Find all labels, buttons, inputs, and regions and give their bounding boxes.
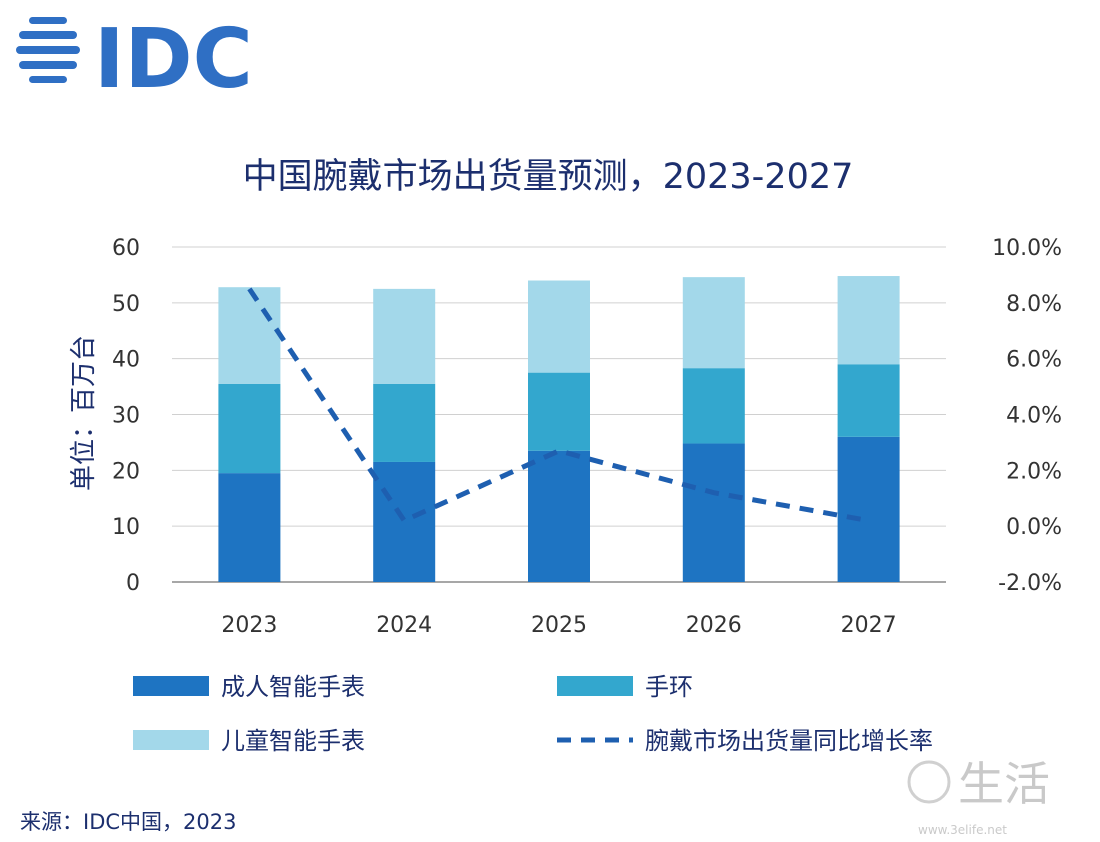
idc-logo: IDC [16,12,253,107]
x-tick-label: 2026 [686,613,742,638]
x-tick-label: 2027 [841,613,897,638]
legend-label-1: 成人智能手表 [221,673,365,701]
legend-label-2: 手环 [645,673,693,701]
y2-tick-label: -2.0% [998,571,1062,596]
idc-logo-globe-icon [16,17,80,83]
bar-segment-3-2025 [528,280,590,373]
y2-tick-label: 4.0% [1006,404,1062,429]
watermark-logo-icon [907,760,951,804]
y2-tick-label: 10.0% [992,236,1062,261]
bar-segment-2-2026 [682,368,745,444]
legend-label-4: 腕戴市场出货量同比增长率 [645,727,933,755]
x-axis-tick-labels: 2023 2024 2025 2026 2027 [221,613,896,638]
bar-segment-1-2027 [837,436,900,582]
bar-segment-1-2023 [218,473,281,582]
y-tick-label: 20 [112,459,140,484]
bar-segment-1-2024 [373,461,436,582]
bar-segment-3-2023 [218,287,281,384]
watermark-text: 生活 [958,757,1050,811]
growth-rate-line-path [247,287,870,524]
watermark-url: www.3elife.net [918,823,1007,837]
bar-segment-2-2027 [837,364,900,437]
bar-segment-3-2024 [373,288,436,384]
y-tick-label: 40 [112,348,140,373]
y-tick-label: 50 [112,292,140,317]
right-axis-tick-labels: -2.0% 0.0% 2.0% 4.0% 6.0% 8.0% 10.0% [992,236,1062,596]
y2-tick-label: 8.0% [1006,292,1062,317]
legend-swatch-3 [133,730,209,750]
source-note: 来源：IDC中国，2023 [20,810,236,834]
x-tick-label: 2024 [376,613,432,638]
y-tick-label: 10 [112,515,140,540]
y-tick-label: 0 [126,571,140,596]
bar-segment-3-2026 [682,277,745,369]
y2-tick-label: 6.0% [1006,348,1062,373]
watermark: 生活 www.3elife.net [907,757,1050,837]
bar-segment-3-2027 [837,276,900,365]
left-axis-tick-labels: 0 10 20 30 40 50 60 [112,236,140,596]
y-axis-label: 单位：百万台 [69,335,99,491]
bar-segment-2-2023 [218,383,281,474]
idc-logo-text: IDC [94,12,253,107]
bar-segment-1-2025 [528,450,590,582]
legend-swatch-1 [133,676,209,696]
y2-tick-label: 0.0% [1006,515,1062,540]
legend-label-3: 儿童智能手表 [221,727,365,755]
y-tick-label: 60 [112,236,140,261]
x-tick-label: 2023 [221,613,277,638]
chart-title: 中国腕戴市场出货量预测，2023-2027 [243,157,854,197]
y-tick-label: 30 [112,404,140,429]
legend-swatch-2 [557,676,633,696]
y2-tick-label: 2.0% [1006,459,1062,484]
growth-rate-line [247,287,870,524]
bar-segment-1-2026 [682,443,745,582]
x-tick-label: 2025 [531,613,587,638]
bar-segment-2-2025 [528,372,590,451]
bar-segment-2-2024 [373,383,436,462]
chart-bars [218,276,900,582]
